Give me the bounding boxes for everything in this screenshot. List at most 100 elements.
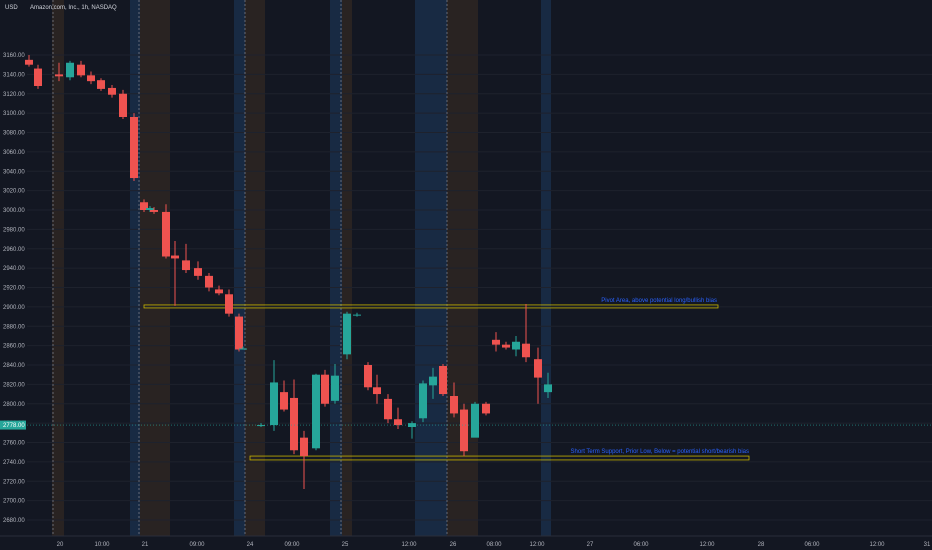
y-tick-label: 2980.00 xyxy=(3,227,25,233)
candle-body[interactable] xyxy=(492,339,500,345)
candle-body[interactable] xyxy=(290,397,298,451)
y-tick-label: 3140.00 xyxy=(3,72,25,78)
x-tick-label: 21 xyxy=(142,542,149,548)
y-tick-label: 3100.00 xyxy=(3,111,25,117)
y-tick-label: 2840.00 xyxy=(3,363,25,369)
y-tick-label: 2820.00 xyxy=(3,382,25,388)
x-tick-label: 25 xyxy=(342,542,349,548)
candle-body[interactable] xyxy=(331,375,339,401)
y-axis: 2680.002700.002720.002740.002760.002780.… xyxy=(3,53,25,524)
y-tick-label: 2720.00 xyxy=(3,479,25,485)
y-tick-label: 2680.00 xyxy=(3,518,25,524)
x-tick-label: 06:00 xyxy=(804,542,820,548)
y-tick-label: 2860.00 xyxy=(3,344,25,350)
candles xyxy=(25,55,932,489)
y-tick-label: 2880.00 xyxy=(3,324,25,330)
candle-body[interactable] xyxy=(364,365,372,388)
candle-body[interactable] xyxy=(270,382,278,426)
candle-body[interactable] xyxy=(312,374,320,449)
candle-body[interactable] xyxy=(130,117,138,179)
x-tick-label: 27 xyxy=(587,542,594,548)
candle-body[interactable] xyxy=(353,314,361,316)
x-tick-label: 26 xyxy=(450,542,457,548)
candle-body[interactable] xyxy=(321,374,329,404)
candle-body[interactable] xyxy=(419,383,427,419)
candle-body[interactable] xyxy=(205,275,213,288)
candle-body[interactable] xyxy=(460,409,468,452)
candle-body[interactable] xyxy=(522,343,530,358)
candle-body[interactable] xyxy=(408,423,416,427)
annotation-label: Pivot Area, above potential long/bullish… xyxy=(601,298,717,304)
x-axis: 20 10:00 21 09:00 24 09:00 25 12:00 26 08:00 12:00… xyxy=(0,535,932,548)
x-tick-label: 12:00 xyxy=(529,542,545,548)
candle-body[interactable] xyxy=(502,344,510,348)
x-tick-label: 12:00 xyxy=(869,542,885,548)
last-price-label: 2778.00 xyxy=(3,423,25,429)
candle-body[interactable] xyxy=(108,87,116,95)
annotation-box[interactable] xyxy=(143,304,719,309)
x-tick-label: 09:00 xyxy=(284,542,300,548)
x-tick-label: 06:00 xyxy=(633,542,649,548)
y-tick-label: 3020.00 xyxy=(3,189,25,195)
y-tick-label: 2760.00 xyxy=(3,441,25,447)
candle-body[interactable] xyxy=(544,384,552,393)
candle-body[interactable] xyxy=(512,341,520,350)
candle-body[interactable] xyxy=(182,260,190,271)
candle-body[interactable] xyxy=(140,202,148,210)
candle-body[interactable] xyxy=(280,392,288,410)
y-tick-label: 2920.00 xyxy=(3,286,25,292)
candle-body[interactable] xyxy=(450,396,458,414)
candle-body[interactable] xyxy=(373,387,381,395)
candle-body[interactable] xyxy=(25,59,33,65)
candle-body[interactable] xyxy=(235,316,243,350)
candle-body[interactable] xyxy=(343,313,351,355)
symbol-title: Amazon.com, Inc., 1h, NASDAQ xyxy=(30,5,117,11)
candle-body[interactable] xyxy=(215,289,223,294)
y-tick-label: 2740.00 xyxy=(3,460,25,466)
annotation-label: Short Term Support, Prior Low, Below = p… xyxy=(571,449,749,455)
y-tick-label: 2960.00 xyxy=(3,247,25,253)
y-tick-label: 2940.00 xyxy=(3,266,25,272)
candle-body[interactable] xyxy=(429,376,437,386)
candle-body[interactable] xyxy=(97,80,105,89)
x-tick-label: 20 xyxy=(57,542,64,548)
candle-body[interactable] xyxy=(171,255,179,259)
candle-body[interactable] xyxy=(257,425,265,427)
annotation-box[interactable] xyxy=(249,455,750,461)
x-tick-label: 10:00 xyxy=(94,542,110,548)
grid-lines xyxy=(27,54,932,521)
candle-body[interactable] xyxy=(300,437,308,457)
candle-body[interactable] xyxy=(384,398,392,420)
last-price-tag: 2778.00 xyxy=(0,420,26,430)
candle-body[interactable] xyxy=(482,403,490,414)
candle-body[interactable] xyxy=(146,208,154,210)
candle-body[interactable] xyxy=(162,211,170,257)
candle-body[interactable] xyxy=(225,294,233,314)
x-tick-label: 12:00 xyxy=(699,542,715,548)
candle-body[interactable] xyxy=(534,359,542,378)
y-tick-label: 2900.00 xyxy=(3,305,25,311)
candle-body[interactable] xyxy=(471,403,479,438)
candle-body[interactable] xyxy=(55,74,63,77)
y-tick-label: 3040.00 xyxy=(3,169,25,175)
candle-body[interactable] xyxy=(150,210,158,212)
candle-body[interactable] xyxy=(34,68,42,86)
x-tick-label: 12:00 xyxy=(401,542,417,548)
x-tick-label: 28 xyxy=(758,542,765,548)
candle-body[interactable] xyxy=(239,348,247,350)
candle-body[interactable] xyxy=(394,419,402,426)
annotation-boxes: Pivot Area, above potential long/bullish… xyxy=(143,298,750,461)
y-tick-label: 3000.00 xyxy=(3,208,25,214)
session-separators xyxy=(52,0,448,536)
candle-body[interactable] xyxy=(439,365,447,395)
x-tick-label: 08:00 xyxy=(486,542,502,548)
candle-body[interactable] xyxy=(119,93,127,117)
candle-body[interactable] xyxy=(194,268,202,276)
y-tick-label: 2800.00 xyxy=(3,402,25,408)
candle-body[interactable] xyxy=(87,75,95,82)
candle-body[interactable] xyxy=(77,64,85,76)
candle-body[interactable] xyxy=(66,62,74,78)
x-tick-label: 24 xyxy=(247,542,254,548)
y-tick-label: 3120.00 xyxy=(3,92,25,98)
